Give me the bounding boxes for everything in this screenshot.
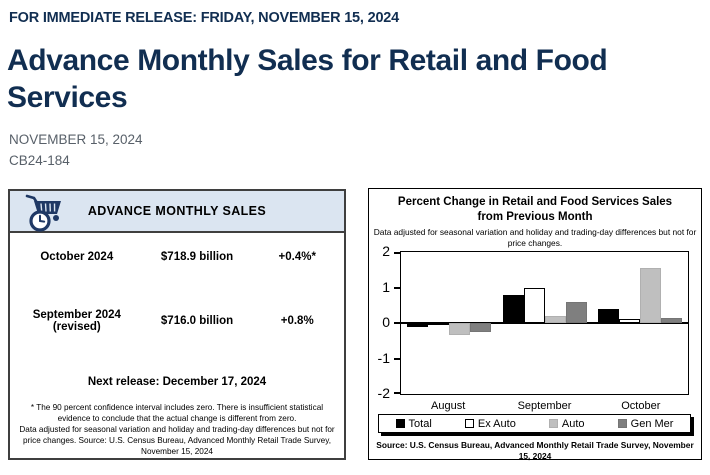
chart-y-axis: 2 1 0 -1 -2 bbox=[369, 243, 398, 401]
chart-subtitle: Data adjusted for seasonal variation and… bbox=[373, 227, 697, 248]
bar-auto-september bbox=[544, 315, 566, 323]
chart-source: Source: U.S. Census Bureau, Advanced Mon… bbox=[376, 440, 694, 462]
bar-gen-mer-august bbox=[469, 323, 491, 332]
y-tick-label: 2 bbox=[382, 243, 390, 259]
chart-legend: Total Ex Auto Auto Gen Mer bbox=[378, 414, 691, 433]
legend-swatch-ex-auto bbox=[464, 419, 474, 428]
next-release-line: Next release: December 17, 2024 bbox=[87, 376, 267, 388]
legend-item-gen-mer: Gen Mer bbox=[617, 418, 673, 430]
footnote-source: Data adjusted for seasonal variation and… bbox=[19, 424, 335, 456]
y-tick-label: 0 bbox=[382, 314, 390, 330]
y-tick-mark bbox=[394, 252, 400, 254]
zero-gridline bbox=[401, 322, 688, 324]
legend-swatch-auto bbox=[548, 419, 558, 428]
bar-gen-mer-october bbox=[661, 317, 683, 323]
y-tick-label: -1 bbox=[377, 349, 390, 366]
bar-ex-auto-october bbox=[619, 319, 641, 323]
bar-total-october bbox=[598, 308, 620, 323]
sales-value: $716.0 billion bbox=[160, 315, 234, 327]
bar-gen-mer-september bbox=[565, 301, 587, 323]
release-date: NOVEMBER 15, 2024 bbox=[9, 132, 143, 147]
release-number: CB24-184 bbox=[9, 153, 70, 168]
x-label-october: October bbox=[621, 400, 661, 412]
page-title-line-2: Services bbox=[7, 81, 128, 114]
bar-auto-october bbox=[640, 267, 662, 323]
sales-period: September 2024 (revised) bbox=[10, 309, 144, 333]
bar-total-september bbox=[502, 294, 524, 323]
sales-row-october: October 2024 $718.9 billion +0.4%* bbox=[10, 251, 344, 263]
x-label-september: September bbox=[517, 400, 572, 412]
page-title: Advance Monthly Sales for Retail and Foo… bbox=[7, 42, 697, 116]
x-label-august: August bbox=[431, 400, 466, 412]
legend-swatch-gen-mer bbox=[617, 419, 627, 428]
sales-card-footnotes: * The 90 percent confidence interval inc… bbox=[16, 403, 338, 458]
sales-card-title: ADVANCE MONTHLY SALES bbox=[87, 204, 267, 218]
bar-auto-august bbox=[448, 323, 470, 336]
chart-x-axis: August September October bbox=[400, 400, 689, 412]
y-tick-label: -2 bbox=[377, 385, 390, 401]
advance-monthly-sales-card: ADVANCE MONTHLY SALES October 2024 $718.… bbox=[8, 189, 346, 460]
page-title-line-1: Advance Monthly Sales for Retail and Foo… bbox=[7, 44, 608, 77]
bar-ex-auto-september bbox=[523, 287, 545, 323]
y-tick-mark bbox=[394, 357, 400, 360]
bar-total-august bbox=[406, 323, 428, 327]
y-tick-mark bbox=[394, 322, 400, 324]
y-tick-label: 1 bbox=[382, 278, 390, 295]
sales-value: $718.9 billion bbox=[160, 251, 234, 263]
cart-clock-icon bbox=[24, 193, 68, 237]
sales-change: +0.8% bbox=[280, 315, 314, 327]
sales-row-september: September 2024 (revised) $716.0 billion … bbox=[10, 309, 344, 333]
y-tick-mark bbox=[394, 286, 400, 289]
legend-item-ex-auto: Ex Auto bbox=[464, 418, 516, 430]
sales-change: +0.4%* bbox=[278, 251, 316, 263]
bar-ex-auto-august bbox=[427, 323, 449, 325]
sales-period: October 2024 bbox=[40, 251, 114, 263]
sales-period-note: (revised) bbox=[52, 321, 101, 333]
legend-swatch-total bbox=[395, 419, 405, 428]
percent-change-chart-card: Percent Change in Retail and Food Servic… bbox=[368, 188, 702, 462]
legend-item-auto: Auto bbox=[548, 418, 585, 430]
footnote-confidence: * The 90 percent confidence interval inc… bbox=[30, 403, 324, 423]
release-line: FOR IMMEDIATE RELEASE: FRIDAY, NOVEMBER … bbox=[9, 10, 400, 26]
sales-card-header: ADVANCE MONTHLY SALES bbox=[10, 191, 344, 233]
y-tick-mark bbox=[394, 392, 400, 394]
chart-title: Percent Change in Retail and Food Servic… bbox=[397, 196, 673, 223]
legend-item-total: Total bbox=[395, 418, 432, 430]
chart-plot bbox=[394, 251, 689, 395]
